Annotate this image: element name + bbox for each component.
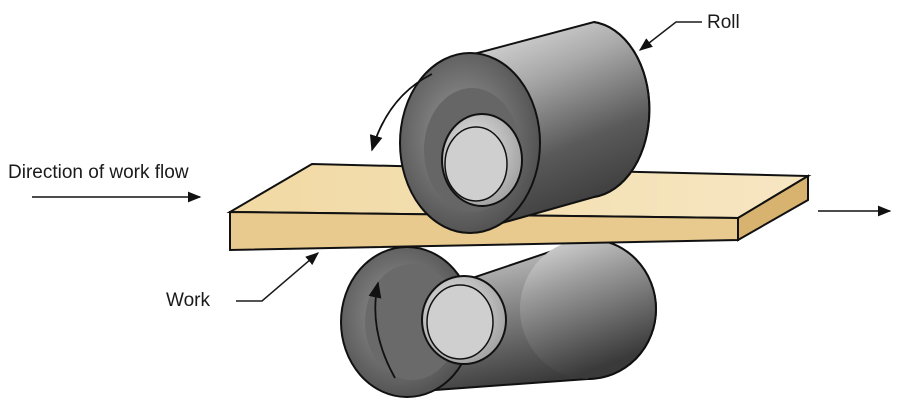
work-label: Work [166,290,210,311]
work-end-face [737,174,809,242]
work-slab [226,162,812,252]
upper-roll [399,20,651,234]
lower-roll [340,237,657,398]
roll-label: Roll [707,12,740,33]
work-leader-line [236,252,320,302]
roll-leader-line [638,21,702,51]
lower-roll-rotation-arrow [368,281,396,379]
direction-label: Direction of work flow [8,162,189,183]
upper-roll-rotation-arrow [369,73,433,152]
